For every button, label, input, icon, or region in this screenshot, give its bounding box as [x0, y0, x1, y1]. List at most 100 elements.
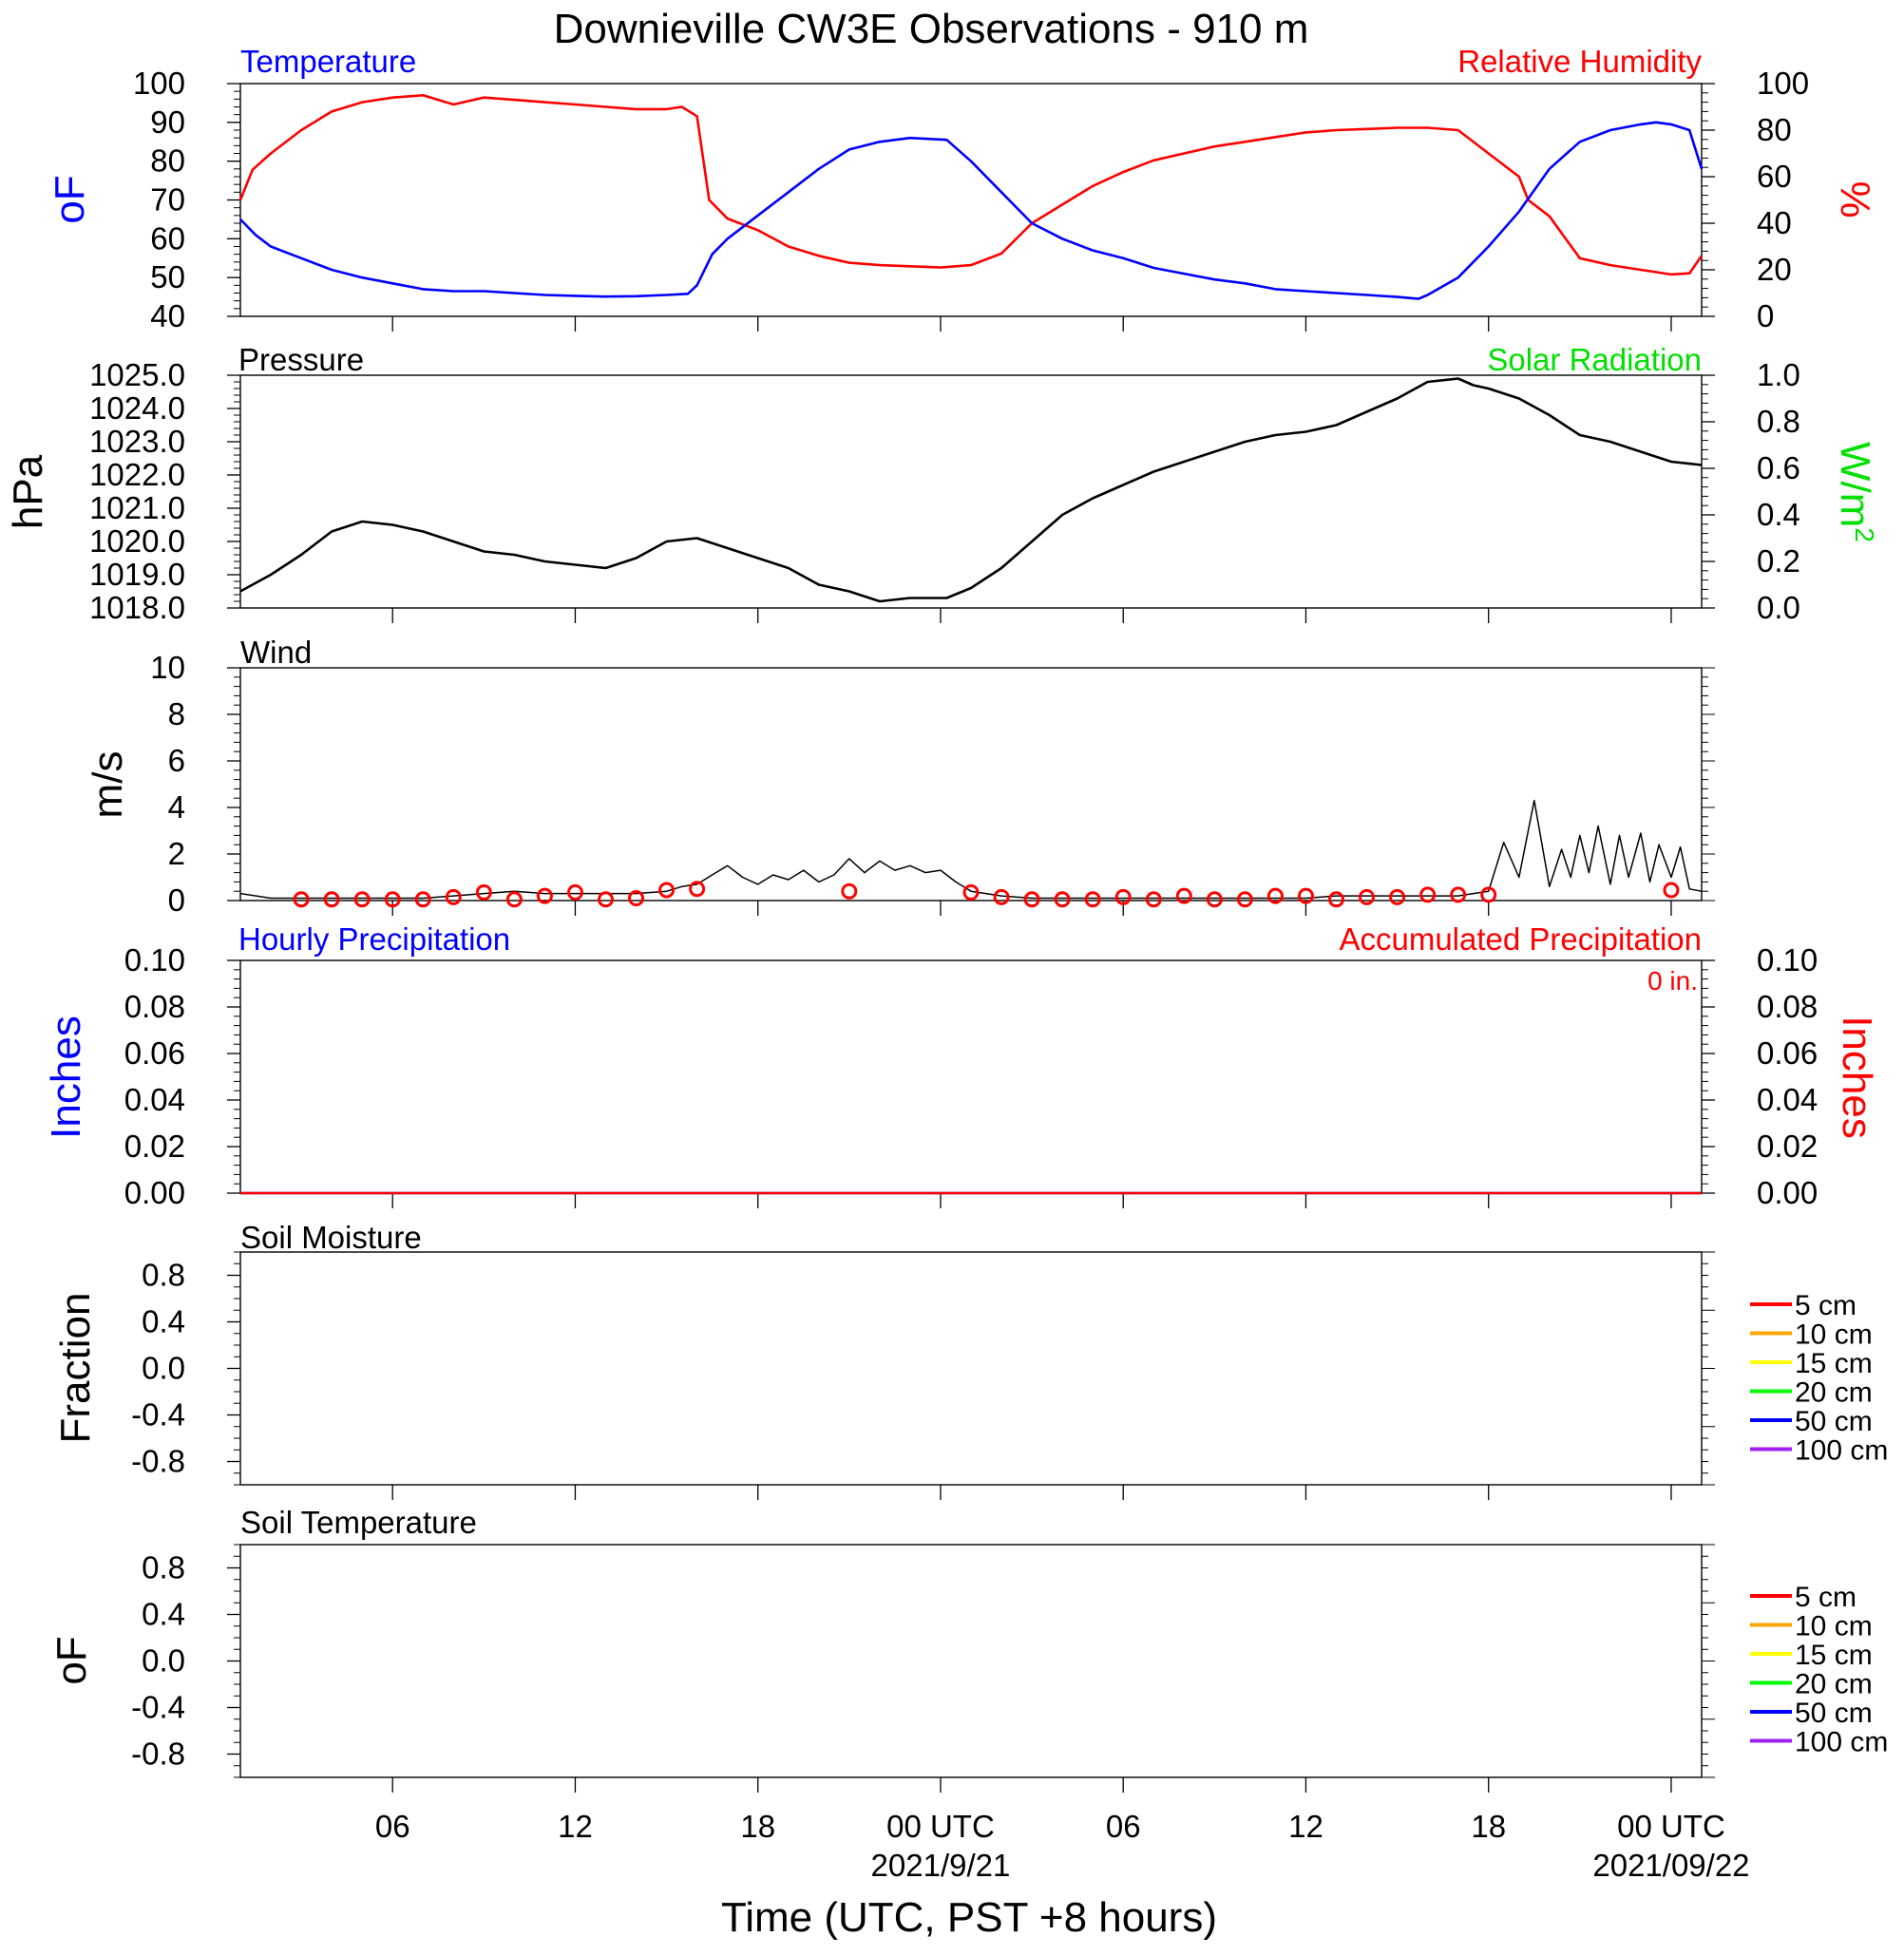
- wind-title: Wind: [240, 635, 312, 670]
- solar-tick-label: 0.6: [1757, 450, 1800, 485]
- temp-tick-label: 60: [150, 220, 185, 256]
- wind-marker: [1297, 887, 1314, 904]
- pressure-panel-frame: [239, 374, 1703, 609]
- rh-tick-label: 80: [1757, 112, 1792, 147]
- rh-tick-label: 0: [1757, 298, 1774, 333]
- precip-panel-frame: [239, 959, 1703, 1194]
- solar-tick-label: 0.2: [1757, 543, 1800, 579]
- accum-precip-tick-label: 0.02: [1757, 1129, 1818, 1164]
- wind-marker: [566, 883, 583, 901]
- x-tick-label: 00 UTC: [1617, 1809, 1725, 1844]
- wind-marker: [475, 883, 492, 901]
- soil-temp-legend-label: 20 cm: [1795, 1669, 1873, 1700]
- wind-marker: [841, 883, 858, 900]
- solar-unit-label: W/m2: [1832, 442, 1880, 542]
- soil-temp-legend-label: 100 cm: [1795, 1727, 1888, 1758]
- soil-moisture-title: Soil Moisture: [240, 1220, 422, 1255]
- wind-marker: [962, 883, 980, 901]
- wind-marker: [293, 891, 310, 908]
- pressure-tick-label: 1023.0: [89, 424, 185, 459]
- wind-marker: [1419, 886, 1437, 903]
- accum-precip-unit-label: Inches: [1834, 1015, 1880, 1139]
- x-tick-label: 06: [1106, 1809, 1141, 1844]
- soil-moisture-tick-label: 0.4: [142, 1304, 185, 1339]
- temp-tick-label: 50: [150, 259, 185, 294]
- wind-unit-label: m/s: [85, 751, 131, 819]
- wind-marker: [414, 891, 431, 908]
- x-tick-label: 00 UTC: [886, 1809, 995, 1844]
- soil-moisture-panel-frame: [239, 1251, 1703, 1486]
- soil-temp-legend-label: 10 cm: [1795, 1611, 1873, 1642]
- temp-rh-panel-frame: [239, 83, 1703, 317]
- wind-marker: [1266, 887, 1284, 904]
- soil-moisture-tick-label: 0.0: [142, 1351, 185, 1386]
- rh-tick-label: 20: [1757, 252, 1792, 287]
- wind-marker: [1084, 891, 1101, 908]
- x-tick-date-label: 2021/9/21: [871, 1848, 1011, 1883]
- relative-humidity-title: Relative Humidity: [1457, 44, 1702, 79]
- x-tick-label: 18: [1471, 1809, 1506, 1844]
- accum-precip-tick-label: 0.08: [1757, 989, 1818, 1024]
- wind-marker: [1328, 891, 1344, 908]
- wind-marker: [445, 888, 462, 905]
- soil-moisture-legend-label: 100 cm: [1795, 1435, 1888, 1467]
- accum-precip-tick-label: 0.10: [1757, 942, 1818, 978]
- hourly-precip-tick-label: 0.10: [124, 942, 185, 978]
- wind-tick-label: 2: [168, 836, 185, 871]
- soil-temp-tick-label: -0.4: [131, 1690, 185, 1725]
- pressure-tick-label: 1019.0: [89, 557, 185, 592]
- soil-temp-legend-label: 5 cm: [1795, 1582, 1856, 1613]
- wind-marker: [1359, 888, 1376, 905]
- pressure-title: Pressure: [238, 342, 364, 377]
- temperature-unit-label: oF: [47, 175, 93, 223]
- temp-tick-label: 100: [133, 66, 185, 101]
- x-axis-title: Time (UTC, PST +8 hours): [721, 1894, 1217, 1941]
- soil-temp-tick-label: 0.0: [142, 1643, 185, 1679]
- hourly-precip-tick-label: 0.04: [124, 1082, 185, 1117]
- x-tick-date-label: 2021/09/22: [1592, 1848, 1749, 1883]
- hourly-precip-tick-label: 0.00: [124, 1175, 185, 1210]
- soil-moisture-tick-label: -0.8: [131, 1444, 185, 1479]
- wind-marker: [658, 882, 676, 899]
- temp-tick-label: 70: [150, 182, 185, 218]
- hourly-precip-tick-label: 0.06: [124, 1035, 185, 1071]
- temp-tick-label: 90: [150, 104, 185, 140]
- wind-marker: [628, 890, 645, 907]
- pressure-series-line: [239, 377, 1703, 603]
- hourly-precip-title: Hourly Precipitation: [238, 921, 510, 957]
- accum-precip-title: Accumulated Precipitation: [1339, 921, 1702, 957]
- wind-tick-label: 10: [150, 650, 185, 685]
- wind-marker: [536, 887, 553, 904]
- pressure-tick-label: 1022.0: [89, 457, 185, 492]
- soil-moisture-legend-label: 50 cm: [1795, 1406, 1873, 1437]
- hourly-precip-unit-label: Inches: [43, 1015, 89, 1139]
- wind-tick-label: 4: [168, 789, 185, 825]
- wind-marker: [1175, 887, 1192, 904]
- soil-temp-panel-frame: [239, 1544, 1703, 1778]
- wind-marker: [1054, 891, 1071, 908]
- wind-marker: [1480, 886, 1497, 903]
- wind-panel-frame: [239, 667, 1703, 902]
- soil-temp-tick-label: 0.8: [142, 1550, 185, 1585]
- accum-precip-tick-label: 0.00: [1757, 1175, 1818, 1210]
- pressure-unit-label: hPa: [5, 454, 51, 529]
- wind-marker: [1389, 888, 1406, 905]
- wind-marker: [1206, 891, 1223, 908]
- pressure-tick-label: 1024.0: [89, 390, 185, 426]
- solar-tick-label: 1.0: [1757, 357, 1800, 392]
- soil-temp-legend-label: 50 cm: [1795, 1698, 1873, 1729]
- wind-marker: [1236, 891, 1253, 908]
- wind-marker: [384, 891, 401, 908]
- wind-marker: [505, 891, 523, 908]
- soil-moisture-legend-label: 5 cm: [1795, 1290, 1856, 1321]
- rh-tick-label: 60: [1757, 159, 1792, 194]
- rh-tick-label: 100: [1757, 66, 1809, 101]
- humidity-unit-label: %: [1832, 180, 1878, 218]
- wind-marker: [1114, 888, 1132, 905]
- svg-text:W/m2: W/m2: [1832, 442, 1880, 542]
- humidity-series-line: [238, 94, 1704, 276]
- accum-precip-total: 0 in.: [1647, 966, 1698, 996]
- soil-temp-unit-label: oF: [48, 1636, 95, 1684]
- x-tick-label: 12: [558, 1809, 593, 1844]
